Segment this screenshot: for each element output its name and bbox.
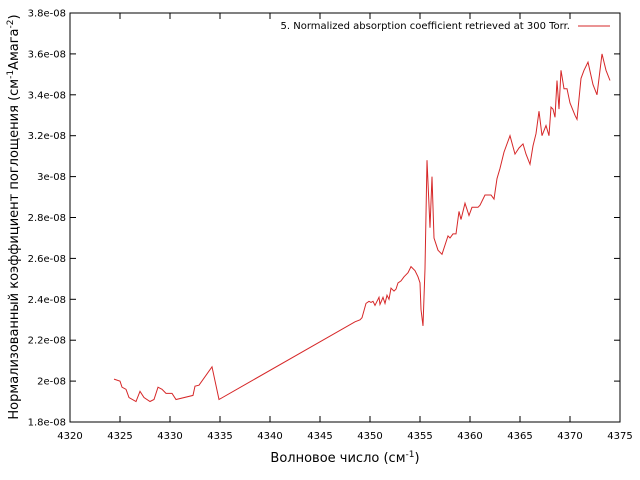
y-tick-label: 2.4e-08 (28, 295, 66, 306)
y-tick-label: 3.8e-08 (28, 9, 66, 20)
x-axis-label: Волновое число (см-1) (270, 450, 419, 466)
y-tick-label: 2.2e-08 (28, 336, 66, 347)
x-tick-label: 4370 (557, 431, 582, 442)
axis-ticks (69, 12, 621, 423)
y-tick-label: 3.6e-08 (28, 49, 66, 60)
legend: 5. Normalized absorption coefficient ret… (281, 21, 610, 32)
x-tick-label: 4365 (507, 431, 532, 442)
x-tick-label: 4330 (157, 431, 182, 442)
y-tick-label: 2e-08 (37, 377, 66, 388)
x-tick-label: 4355 (407, 431, 432, 442)
x-tick-label: 4345 (307, 431, 332, 442)
x-tick-label: 4335 (207, 431, 232, 442)
x-tick-label: 4325 (107, 431, 132, 442)
series-line (113, 53, 611, 403)
x-tick-label: 4375 (607, 431, 632, 442)
tick-labels: 4320 4325 4330 4335 4340 4345 4350 4355 4360 4365… (28, 9, 633, 443)
y-tick-label: 3e-08 (37, 172, 66, 183)
y-axis-label: Нормализованный коэффициент поглощения (… (6, 14, 22, 419)
legend-label: 5. Normalized absorption coefficient ret… (281, 21, 570, 32)
y-tick-label: 3.2e-08 (28, 131, 66, 142)
plot-frame (69, 12, 621, 423)
y-tick-label: 1.8e-08 (28, 418, 66, 429)
x-tick-label: 4350 (357, 431, 382, 442)
y-tick-label: 2.8e-08 (28, 213, 66, 224)
y-tick-label: 2.6e-08 (28, 254, 66, 265)
y-tick-label: 3.4e-08 (28, 90, 66, 101)
x-tick-label: 4360 (457, 431, 482, 442)
x-tick-label: 4320 (57, 431, 82, 442)
x-tick-label: 4340 (257, 431, 282, 442)
